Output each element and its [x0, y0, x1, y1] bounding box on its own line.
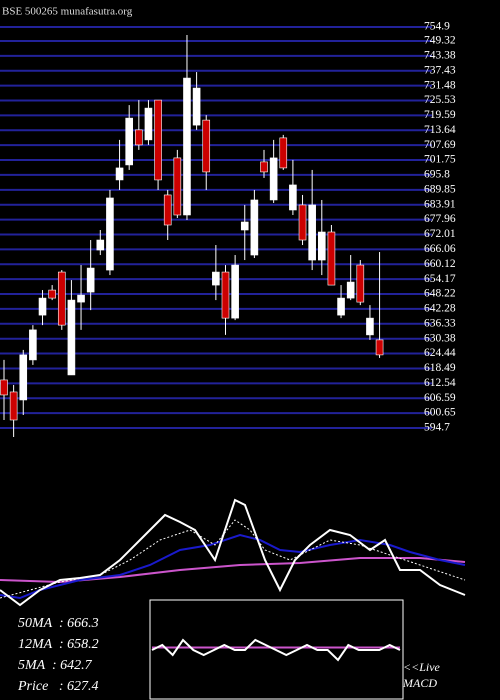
- candle-body: [327, 231, 336, 286]
- y-tick-label: 672.01: [424, 228, 456, 240]
- candle-body: [0, 379, 8, 396]
- y-tick-label: 642.28: [424, 303, 456, 315]
- y-tick-label: 695.8: [424, 169, 450, 181]
- candle-body: [77, 294, 85, 303]
- ma-label: 50MA : 666.3: [18, 616, 99, 631]
- candle-body: [9, 391, 18, 421]
- candle-body: [19, 354, 28, 401]
- candle-body: [221, 271, 230, 319]
- candle-body: [269, 157, 278, 201]
- candle-body: [240, 221, 249, 231]
- candle-body: [317, 231, 326, 261]
- y-tick-label: 618.49: [424, 362, 456, 374]
- candle-body: [144, 107, 153, 141]
- candle-body: [86, 267, 95, 293]
- candle-body: [183, 77, 191, 216]
- macd-frame: [149, 599, 404, 700]
- candle-body: [212, 271, 220, 286]
- candle-body: [356, 264, 365, 303]
- candle-body: [202, 119, 211, 173]
- ma-label: 5MA : 642.7: [18, 658, 93, 673]
- y-tick-label: 737.43: [424, 64, 456, 76]
- candle-body: [48, 289, 56, 299]
- y-tick-label: 707.69: [424, 139, 456, 151]
- y-tick-label: 713.64: [424, 124, 456, 136]
- candle-body: [106, 197, 114, 271]
- y-tick-label: 636.33: [424, 317, 456, 329]
- ma-label: Price : 627.4: [17, 679, 98, 694]
- y-tick-label: 624.44: [424, 347, 456, 359]
- indicator-line: [0, 533, 466, 600]
- y-tick-label: 654.17: [424, 273, 456, 285]
- ma-label: 12MA : 658.2: [18, 637, 99, 652]
- y-tick-label: 660.12: [424, 258, 456, 270]
- candle-body: [154, 99, 162, 181]
- y-tick-label: 666.06: [424, 243, 456, 255]
- candle-body: [135, 129, 143, 146]
- candle-body: [250, 199, 259, 256]
- candle-body: [375, 339, 384, 356]
- indicator-line: [0, 519, 466, 599]
- candle-body: [289, 184, 297, 211]
- y-tick-label: 743.38: [424, 49, 456, 61]
- candle-body: [346, 281, 355, 299]
- y-tick-label: 754.9: [424, 21, 450, 33]
- candle-body: [57, 271, 66, 326]
- candle-body: [163, 194, 172, 226]
- candle-body: [366, 317, 374, 336]
- y-tick-label: 630.38: [424, 332, 456, 344]
- candle-body: [279, 137, 288, 169]
- candle-body: [38, 297, 47, 316]
- candle-body: [96, 239, 105, 251]
- indicator-line: [0, 498, 466, 607]
- y-tick-label: 612.54: [424, 377, 456, 389]
- y-tick-label: 731.48: [424, 79, 456, 91]
- candle-body: [67, 299, 76, 376]
- candle-body: [125, 117, 133, 166]
- y-tick-label: 677.96: [424, 213, 456, 225]
- y-tick-label: 701.75: [424, 154, 456, 166]
- y-tick-label: 600.65: [424, 407, 456, 419]
- y-tick-label: 719.59: [424, 109, 456, 121]
- candle-body: [298, 204, 307, 241]
- candle-body: [173, 157, 182, 216]
- candle-body: [260, 161, 268, 173]
- y-tick-label: 683.91: [424, 198, 456, 210]
- indicator-line: [151, 638, 401, 662]
- candle-body: [231, 264, 239, 319]
- y-tick-label: 594.7: [424, 422, 450, 434]
- panel-title: MACD: [402, 676, 437, 690]
- y-tick-label: 648.22: [424, 288, 456, 300]
- y-tick-label: 725.53: [424, 94, 456, 106]
- annotation: <<Live: [403, 660, 441, 674]
- header: BSE 500265 munafasutra.org: [2, 6, 133, 18]
- candle-body: [308, 204, 316, 261]
- candle-body: [192, 87, 201, 126]
- candle-body: [29, 329, 37, 361]
- y-tick-label: 606.59: [424, 392, 456, 404]
- candle-body: [337, 297, 345, 316]
- y-tick-label: 689.85: [424, 183, 456, 195]
- candle-body: [115, 167, 124, 181]
- y-tick-label: 749.32: [424, 35, 456, 47]
